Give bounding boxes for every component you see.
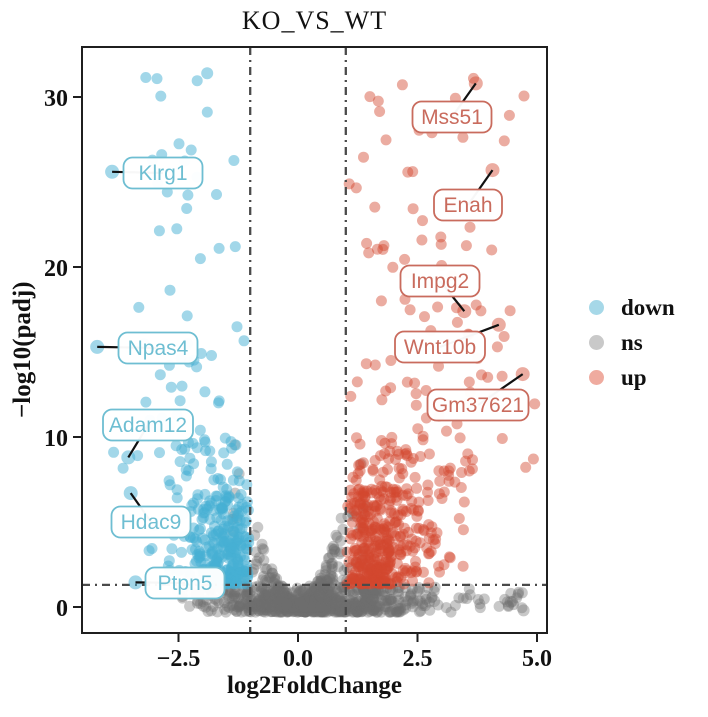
gene-annotation-Ptpn5: Ptpn5: [128, 566, 226, 600]
gene-annotation-Hdac9: Hdac9: [110, 486, 192, 539]
gene-label-text: Hdac9: [121, 511, 182, 534]
y-tick-label: 10: [44, 426, 68, 452]
legend-dot-ns: [589, 335, 604, 350]
y-axis-ticks: 0 10 20 30: [44, 86, 82, 622]
point-cloud-ns: [171, 439, 530, 618]
x-tick-label: 0.0: [283, 646, 313, 672]
legend-label: ns: [621, 329, 643, 355]
x-tick-label: 5.0: [522, 646, 552, 672]
data-point: [504, 595, 517, 608]
legend-label: down: [621, 294, 675, 320]
gene-label-box: [122, 156, 204, 190]
y-tick-label: 0: [56, 596, 68, 622]
gene-label-text: Impg2: [411, 270, 469, 293]
legend-dot-up: [589, 370, 604, 385]
y-axis-label: −log10(padj): [9, 281, 36, 418]
gene-label-text: Enah: [443, 194, 492, 217]
x-axis-ticks: −2.5 0.0 2.5 5.0: [157, 633, 552, 672]
gene-label-text: Ptpn5: [158, 572, 213, 595]
legend-entry-down: down: [589, 290, 675, 325]
gene-annotations: Klrg1 Npas4 Adam12 Hdac9 Ptpn5 Mss51 Enah Impg2…: [90, 76, 530, 600]
data-point: [201, 67, 214, 80]
y-tick-label: 30: [44, 86, 68, 112]
legend: down ns up: [589, 290, 675, 395]
chart-title: KO_VS_WT: [241, 6, 388, 35]
gene-annotation-Klrg1: Klrg1: [105, 156, 204, 190]
data-point: [517, 604, 530, 617]
gene-label-text: Adam12: [109, 414, 187, 437]
gene-label-box: [411, 100, 493, 134]
x-tick-label: −2.5: [157, 646, 201, 672]
gene-label-text: Gm37621: [432, 394, 524, 417]
gene-annotation-Wnt10b: Wnt10b: [394, 317, 506, 364]
legend-entry-ns: ns: [589, 325, 675, 360]
threshold-lines: [82, 47, 547, 633]
gene-label-text: Mss51: [421, 106, 483, 129]
gene-annotation-Impg2: Impg2: [399, 264, 481, 319]
point-cloud-up: [341, 72, 541, 590]
gene-label-box: [102, 408, 194, 442]
gene-label-text: Klrg1: [138, 162, 187, 185]
legend-dot-down: [589, 300, 604, 315]
gene-label-box: [144, 566, 226, 600]
gene-label-box: [110, 505, 192, 539]
gene-label-box: [394, 330, 486, 364]
data-point: [428, 595, 441, 607]
gene-label-box: [117, 331, 199, 365]
gene-annotation-Npas4: Npas4: [90, 331, 199, 365]
gene-label-box: [426, 388, 530, 422]
legend-label: up: [621, 364, 647, 390]
gene-label-text: Wnt10b: [404, 336, 476, 359]
plot-border: [81, 46, 548, 634]
x-tick-label: 2.5: [403, 646, 433, 672]
gene-annotation-Mss51: Mss51: [411, 76, 493, 134]
legend-entry-up: up: [589, 360, 675, 395]
gene-label-box: [433, 188, 503, 222]
gene-annotation-Enah: Enah: [433, 163, 503, 222]
y-tick-label: 20: [44, 256, 68, 282]
gene-annotation-Gm37621: Gm37621: [426, 367, 530, 422]
gene-label-box: [399, 264, 481, 298]
gene-annotation-Adam12: Adam12: [102, 408, 194, 465]
gene-label-text: Npas4: [128, 337, 189, 360]
x-axis-label: log2FoldChange: [226, 672, 403, 699]
